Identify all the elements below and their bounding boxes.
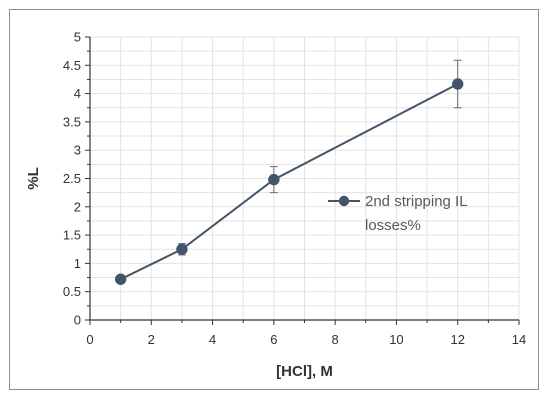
y-tick-label: 1.5 bbox=[63, 228, 81, 243]
y-tick-label: 4 bbox=[74, 86, 81, 101]
x-tick-label: 8 bbox=[332, 332, 339, 347]
data-point bbox=[268, 173, 280, 186]
data-point bbox=[176, 243, 188, 255]
x-tick-label: 14 bbox=[512, 332, 526, 347]
y-axis-title: %L bbox=[25, 167, 42, 190]
data-point bbox=[114, 273, 127, 285]
line-chart: 0 0.5 1 1.5 2 2.5 3 3.5 4 4.5 5 0 2 4 6 8 10 12 14 [HCl], M… bbox=[25, 30, 526, 381]
series-line bbox=[120, 83, 459, 281]
legend-label: 2nd stripping IL losses% bbox=[365, 193, 468, 234]
x-tick-label: 6 bbox=[270, 332, 277, 347]
x-tick-label: 2 bbox=[148, 332, 155, 347]
y-tick-label: 0.5 bbox=[63, 284, 81, 299]
x-tick-label: 0 bbox=[86, 332, 93, 347]
chart-frame: 0 0.5 1 1.5 2 2.5 3 3.5 4 4.5 5 0 2 4 6 8 10 12 14 [HCl], M… bbox=[9, 9, 539, 390]
legend-marker bbox=[338, 195, 350, 207]
y-tick-label: 5 bbox=[74, 30, 81, 45]
x-tick-label: 10 bbox=[389, 332, 403, 347]
y-tick-label: 4.5 bbox=[63, 58, 81, 73]
y-tick-label: 2 bbox=[74, 199, 81, 214]
y-tick-label: 0 bbox=[74, 313, 81, 328]
y-tick-label: 3 bbox=[74, 143, 81, 158]
y-tick-label: 3.5 bbox=[63, 114, 81, 129]
data-point bbox=[452, 78, 464, 90]
x-axis-title: [HCl], M bbox=[276, 363, 333, 380]
y-tick-label: 2.5 bbox=[63, 171, 81, 186]
x-tick-label: 12 bbox=[450, 332, 464, 347]
y-tick-label: 1 bbox=[74, 256, 81, 271]
x-tick-label: 4 bbox=[209, 332, 216, 347]
